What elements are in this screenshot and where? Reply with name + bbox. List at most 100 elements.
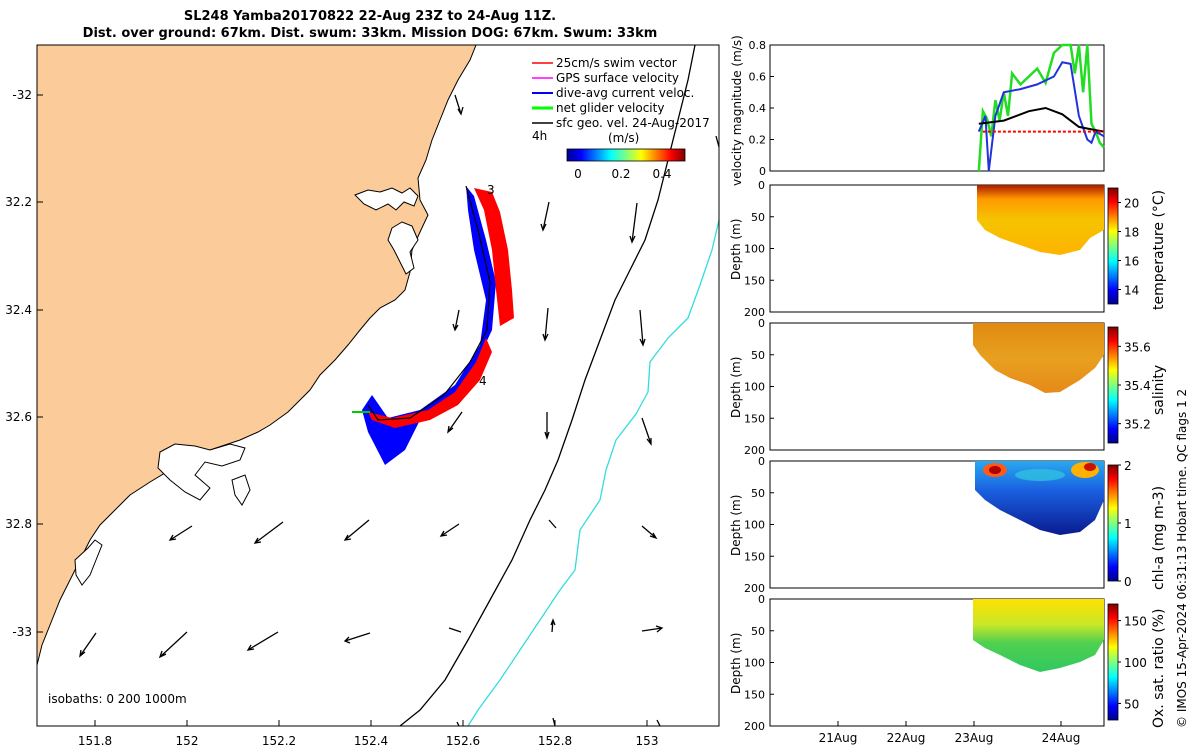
chart-title-line1: SL248 Yamba20170822 22-Aug 23Z to 24-Aug… (183, 9, 557, 24)
map-legend: 25cm/s swim vector GPS surface velocity … (532, 56, 710, 181)
estuary-lakes-4 (74, 539, 103, 586)
legend-label-swim: 25cm/s swim vector (556, 56, 677, 70)
swim-vector-swath-2 (368, 338, 492, 428)
time-tick-label: 24Aug (1042, 731, 1081, 745)
dive-avg-current-swath (362, 186, 496, 465)
chla-hotspot-core (1084, 463, 1096, 471)
colorbar-tick: 0.2 (611, 167, 630, 181)
legend-label-sfc: sfc geo. vel. 24-Aug-2017 (556, 116, 710, 130)
depth-tick-label: 0 (758, 455, 765, 468)
chart-title-line2: Dist. over ground: 67km. Dist. swum: 33k… (82, 26, 658, 41)
section-ticks: 0501001502001416182005010015020035.235.4… (744, 179, 1151, 733)
velocity-ytick-label: 0.6 (749, 71, 767, 84)
colorbar-title: (m/s) (608, 131, 639, 145)
imos-footer: © IMOS 15-Apr-2024 06:31:13 Hobart time.… (1175, 389, 1189, 728)
depth-tick-label: 100 (744, 657, 765, 670)
lon-tick-label: 152.8 (538, 734, 572, 748)
depth-tick-label: 0 (758, 179, 765, 192)
chla-hotspot (1071, 462, 1099, 478)
depth-tick-label: 200 (744, 306, 765, 319)
oxygen-clabel: Ox. sat. ratio (%) (1151, 609, 1167, 728)
colorbar-tick: 0 (574, 167, 582, 181)
lat-tick-label: 32.2 (5, 195, 32, 209)
depth-tick-label: 100 (744, 381, 765, 394)
colorbar-tick-label: 35.2 (1124, 418, 1151, 432)
depth-tick-label: 150 (744, 550, 765, 563)
depth-tick-label: 200 (744, 582, 765, 595)
velocity-ylabel: velocity magnitude (m/s) (730, 35, 744, 186)
depth-tick-label: 100 (744, 243, 765, 256)
lat-tick-label: 32.8 (5, 517, 32, 531)
colorbar-tick-label: 18 (1124, 226, 1139, 240)
salinity-section (973, 323, 1104, 393)
colorbar-tick-label: 0 (1124, 575, 1132, 589)
depth-tick-label: 200 (744, 720, 765, 733)
depth-tick-label: 0 (758, 317, 765, 330)
colorbar-tick-label: 14 (1124, 284, 1139, 298)
chla-ylabel: Depth (m) (729, 495, 743, 556)
salinity-ylabel: Depth (m) (729, 357, 743, 418)
salinity-colorbar (1107, 326, 1119, 444)
glider-track-line (367, 185, 491, 421)
colorbar-tick-label: 35.4 (1124, 379, 1151, 393)
colorbar-tick: 0.4 (652, 167, 671, 181)
lat-tick-label: 32.6 (5, 410, 32, 424)
depth-tick-label: 100 (744, 519, 765, 532)
colorbar-tick-label: 35.6 (1124, 340, 1151, 354)
temperature-section (977, 185, 1104, 255)
chla-hotspot-core (989, 466, 1001, 474)
colorbar-tick-label: 150 (1124, 615, 1147, 629)
estuary-lakes-2 (387, 221, 419, 275)
swim-vector-swath (474, 188, 514, 326)
waypoint-label-4: 4 (479, 374, 487, 388)
colorbar-tick-label: 16 (1124, 255, 1139, 269)
velocity-ytick-label: 0.8 (749, 39, 767, 52)
velocity-axes (769, 44, 1105, 172)
velocity-series-group (977, 43, 1105, 172)
estuary-lakes-5 (231, 474, 251, 506)
depth-tick-label: 50 (751, 211, 765, 224)
oxygen-section (973, 599, 1104, 672)
oxygen-colorbar (1107, 603, 1119, 721)
lat-tick-label: -32 (12, 88, 32, 102)
legend-label-gps: GPS surface velocity (556, 71, 679, 85)
waypoint-label-3: 3 (487, 183, 495, 197)
chla-section (975, 461, 1104, 535)
depth-tick-label: 150 (744, 688, 765, 701)
colorbar-tick-label: 2 (1124, 459, 1132, 473)
depth-tick-label: 50 (751, 625, 765, 638)
depth-tick-label: 0 (758, 593, 765, 606)
isobath-200m (399, 44, 696, 727)
temperature-ylabel: Depth (m) (729, 219, 743, 280)
section-panels: 0501001502001416182005010015020035.235.4… (744, 179, 1151, 733)
lon-tick-label: 151.8 (78, 734, 112, 748)
velocity-panel: 0 0.2 0.4 0.6 0.8 velocity magnitude (m/s) (730, 35, 1105, 186)
oxygen-ylabel: Depth (m) (729, 633, 743, 694)
estuary-lakes (354, 187, 419, 211)
depth-tick-label: 50 (751, 487, 765, 500)
colorbar-tick-label: 50 (1124, 697, 1139, 711)
time-axis (837, 721, 1062, 726)
lat-tick-label: -33 (12, 625, 32, 639)
colorbar-tick-label: 100 (1124, 656, 1147, 670)
map-frame (36, 44, 720, 727)
depth-tick-label: 150 (744, 412, 765, 425)
colorbar-tick-label: 20 (1124, 197, 1139, 211)
time-tick-label: 21Aug (819, 731, 858, 745)
time-tick-label: 22Aug (887, 731, 926, 745)
lon-tick-label: 152 (176, 734, 199, 748)
depth-tick-label: 150 (744, 274, 765, 287)
estuary-lakes-3 (157, 443, 246, 501)
isobath-1000m (467, 219, 720, 727)
lon-tick-label: 152.2 (262, 734, 296, 748)
lon-tick-label: 152.4 (354, 734, 388, 748)
lon-tick-label: 152.6 (446, 734, 480, 748)
sfc-geo-velocity-arrows (79, 94, 720, 727)
legend-label-net: net glider velocity (556, 101, 664, 115)
depth-tick-label: 50 (751, 349, 765, 362)
velocity-ytick-label: 0.2 (749, 134, 767, 147)
velocity-ytick-label: 0 (759, 165, 766, 178)
isobaths-label: isobaths: 0 200 1000m (48, 692, 187, 706)
temperature-colorbar (1107, 187, 1119, 305)
